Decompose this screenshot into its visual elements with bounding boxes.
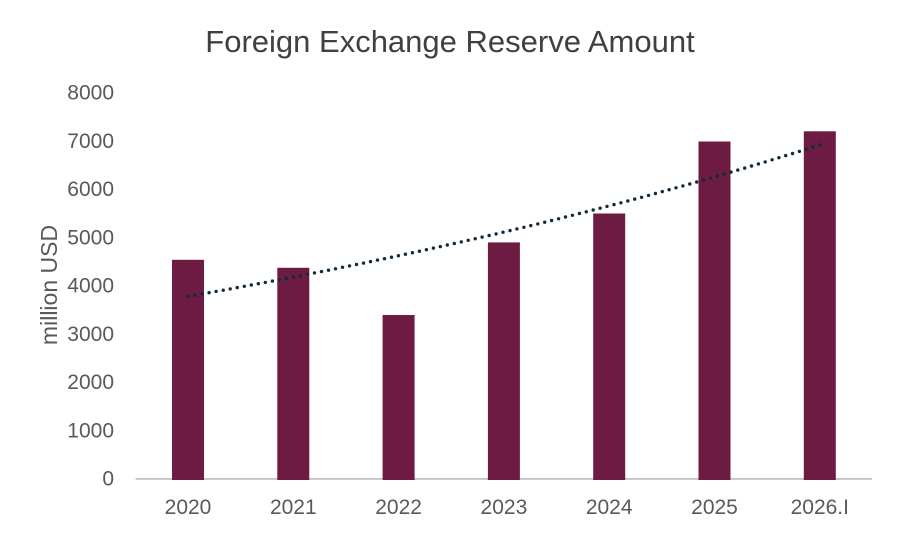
svg-text:7000: 7000: [67, 130, 114, 153]
svg-text:0: 0: [102, 468, 114, 491]
svg-text:2000: 2000: [67, 371, 114, 394]
svg-text:2026.I: 2026.I: [791, 496, 849, 519]
svg-text:2025: 2025: [691, 496, 738, 519]
svg-text:5000: 5000: [67, 226, 114, 249]
svg-text:8000: 8000: [67, 82, 114, 105]
svg-text:4000: 4000: [67, 275, 114, 298]
svg-text:2023: 2023: [481, 496, 528, 519]
svg-text:1000: 1000: [67, 419, 114, 442]
svg-text:2022: 2022: [375, 496, 422, 519]
svg-text:2024: 2024: [586, 496, 633, 519]
svg-text:Foreign Exchange Reserve Amoun: Foreign Exchange Reserve Amount: [205, 24, 695, 59]
svg-text:2021: 2021: [270, 496, 317, 519]
svg-text:2020: 2020: [165, 496, 212, 519]
svg-text:million USD: million USD: [36, 225, 62, 345]
svg-text:6000: 6000: [67, 178, 114, 201]
svg-text:3000: 3000: [67, 323, 114, 346]
